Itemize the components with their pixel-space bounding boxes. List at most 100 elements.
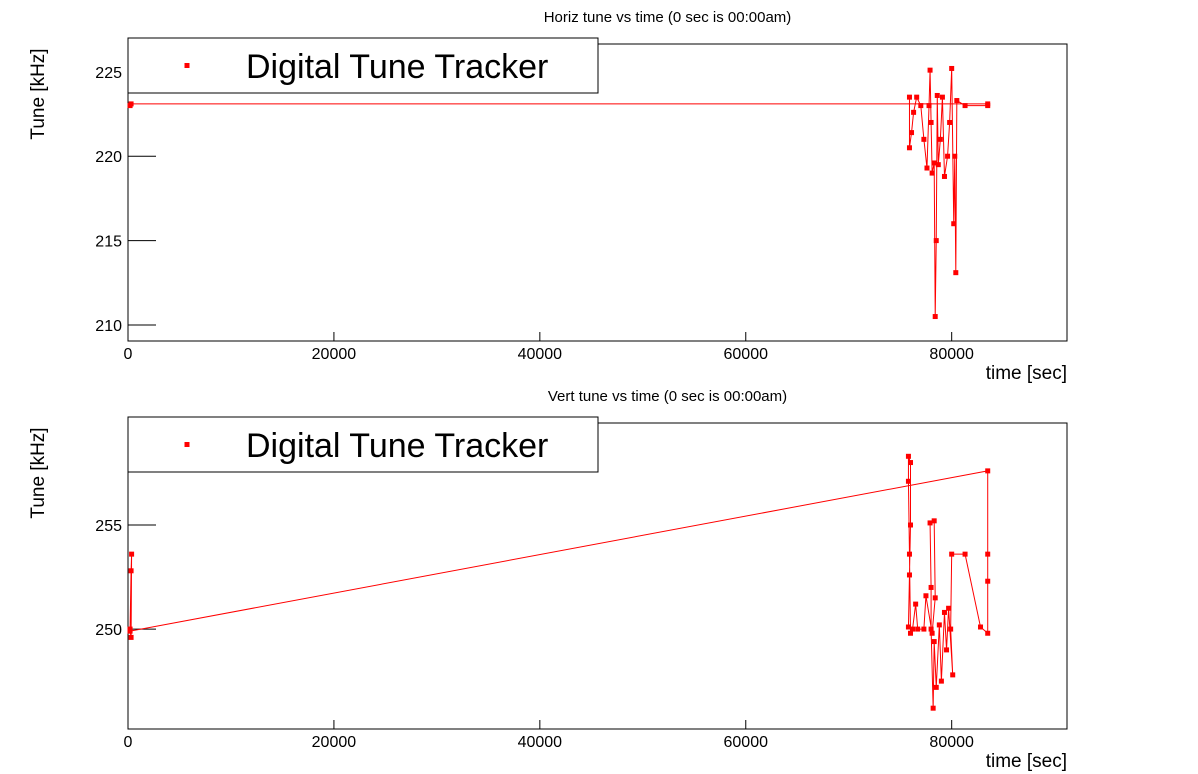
legend-box — [127, 416, 599, 473]
data-point — [978, 624, 984, 630]
data-point — [985, 630, 991, 636]
data-point — [921, 136, 927, 142]
data-point — [905, 478, 911, 484]
data-point — [928, 584, 934, 590]
x-tick-label: 0 — [124, 734, 133, 751]
data-point — [906, 145, 912, 151]
data-point — [951, 221, 957, 227]
data-point — [949, 65, 955, 71]
chart-title: Vert tune vs time (0 sec is 00:00am) — [548, 388, 787, 405]
data-point — [953, 270, 959, 276]
data-point — [911, 109, 917, 115]
data-point — [905, 453, 911, 459]
data-point — [933, 684, 939, 690]
data-point — [909, 130, 915, 136]
data-point — [910, 626, 916, 632]
data-point — [931, 160, 937, 166]
data-point — [924, 165, 930, 171]
data-point — [908, 460, 913, 466]
data-point — [926, 103, 932, 109]
y-tick-label: 255 — [95, 518, 122, 535]
x-tick-label: 80000 — [929, 734, 974, 751]
data-point — [938, 678, 944, 684]
data-point — [906, 572, 912, 578]
data-point — [950, 672, 956, 678]
data-point — [944, 647, 950, 653]
data-point — [928, 119, 934, 125]
data-point — [929, 630, 935, 636]
data-point — [906, 551, 912, 557]
y-axis-title: Tune [kHz] — [28, 427, 49, 518]
data-point — [128, 634, 134, 640]
data-point — [930, 705, 936, 711]
data-point — [915, 626, 921, 632]
data-point — [954, 98, 960, 104]
data-point — [921, 626, 927, 632]
data-point — [945, 153, 951, 159]
data-point — [949, 551, 955, 557]
data-point — [935, 162, 941, 168]
data-point — [952, 153, 958, 159]
data-point — [914, 94, 920, 100]
data-point — [908, 522, 913, 528]
data-point — [931, 639, 937, 645]
data-point — [129, 551, 135, 557]
data-point — [918, 103, 924, 109]
series-line — [129, 456, 989, 709]
data-point — [936, 622, 942, 628]
data-point — [937, 136, 943, 142]
data-point — [932, 595, 938, 601]
data-point — [941, 173, 947, 179]
data-point — [932, 314, 938, 320]
x-axis-title: time [sec] — [986, 751, 1067, 772]
data-point — [127, 628, 133, 634]
data-point — [962, 103, 968, 109]
legend-box — [127, 37, 599, 94]
data-point — [933, 238, 939, 244]
x-tick-label: 40000 — [518, 346, 563, 363]
data-point — [948, 626, 954, 632]
x-axis-title: time [sec] — [986, 363, 1067, 384]
data-point — [985, 551, 991, 557]
data-point — [962, 551, 968, 557]
data-point — [128, 568, 134, 574]
y-tick-label: 220 — [95, 149, 122, 166]
y-axis-title: Tune [kHz] — [28, 48, 49, 139]
x-tick-label: 80000 — [929, 346, 974, 363]
data-point — [928, 626, 934, 632]
data-point — [927, 520, 933, 526]
legend-label: Digital Tune Tracker — [246, 48, 548, 86]
data-point — [913, 601, 919, 607]
data-point — [923, 593, 929, 599]
y-tick-label: 215 — [95, 234, 122, 251]
data-point — [947, 119, 953, 125]
data-point — [929, 170, 935, 176]
x-tick-label: 60000 — [724, 346, 769, 363]
data-point — [908, 630, 913, 636]
chart-title: Horiz tune vs time (0 sec is 00:00am) — [544, 9, 792, 26]
x-tick-label: 20000 — [312, 346, 357, 363]
legend-marker — [184, 442, 190, 447]
data-point — [985, 578, 991, 584]
legend-marker — [184, 63, 190, 68]
x-tick-label: 60000 — [724, 734, 769, 751]
data-point — [128, 101, 134, 107]
data-point — [927, 67, 933, 73]
data-point — [931, 518, 937, 524]
legend-label: Digital Tune Tracker — [246, 427, 548, 465]
y-tick-label: 250 — [95, 622, 122, 639]
data-point — [906, 94, 912, 100]
data-point — [985, 468, 991, 474]
x-tick-label: 20000 — [312, 734, 357, 751]
data-point — [946, 605, 952, 611]
data-point — [934, 92, 940, 98]
x-tick-label: 0 — [124, 346, 133, 363]
data-point — [985, 103, 991, 109]
x-tick-label: 40000 — [518, 734, 563, 751]
data-point — [939, 94, 945, 100]
data-point — [941, 609, 947, 615]
series-line — [129, 68, 989, 317]
data-point — [905, 624, 911, 630]
y-tick-label: 225 — [95, 65, 122, 82]
